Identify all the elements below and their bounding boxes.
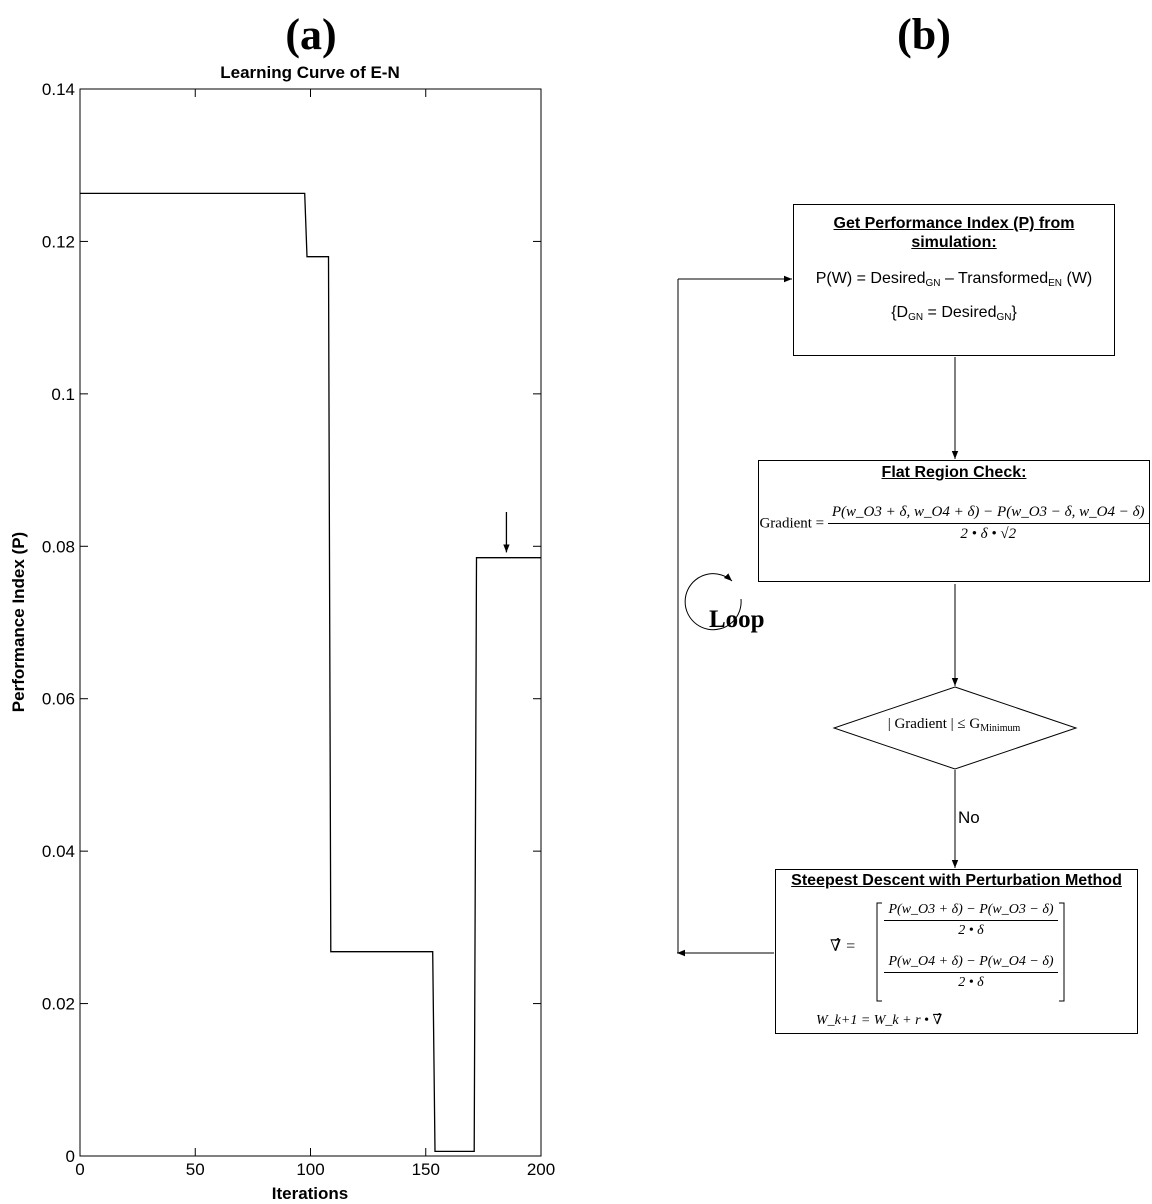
decision-diamond (832, 686, 1078, 770)
step-flat-region-check-title: Flat Region Check: (881, 464, 1027, 481)
x-axis: 0 50 100 150 200 (75, 89, 555, 1179)
performance-index-equation: P(W) = DesiredGN – TransformedEN (W) (794, 269, 1114, 289)
y-axis-label: Performance Index (P) (9, 532, 28, 712)
plot-area-frame (79, 88, 542, 1157)
x-tick-label: 200 (527, 1160, 555, 1179)
panel-label-a: (a) (285, 10, 336, 59)
decision-no-label: No (958, 808, 980, 827)
y-tick-label: 0.04 (42, 842, 75, 861)
gradient-numerator: P(w_O3 + δ, w_O4 + δ) − P(w_O3 − δ, w_O4… (827, 504, 1149, 524)
matrix-row-2: P(w_O4 + δ) − P(w_O4 − δ) 2 • δ (882, 954, 1060, 991)
y-tick-label: 0.08 (42, 537, 75, 556)
eq-subscript-en: EN (1048, 278, 1063, 289)
row1-numerator: P(w_O3 + δ) − P(w_O3 − δ) (884, 902, 1058, 921)
def-text: {D (891, 304, 909, 321)
decision-gradient-min: | Gradient | ≤ GMinimum (834, 716, 1074, 734)
matrix-row-1: P(w_O3 + δ) − P(w_O3 − δ) 2 • δ (882, 902, 1060, 939)
step-get-performance-index-title: Get Performance Index (P) from simulatio… (833, 215, 1075, 251)
eq-text: P(W) = Desired (815, 270, 926, 287)
gradient-lhs: Gradient = (759, 515, 828, 532)
y-tick-label: 0 (66, 1147, 75, 1166)
def-text: } (1011, 304, 1017, 321)
nabla-lhs: ∇̂ = (830, 938, 856, 955)
step-flat-region-check: Flat Region Check: Gradient = P(w_O3 + δ… (758, 460, 1150, 582)
def-text: = Desired (923, 304, 997, 321)
loop-circular-arrow-icon (684, 573, 742, 631)
matrix-brackets (876, 902, 1065, 1002)
x-tick-label: 100 (296, 1160, 324, 1179)
learning-curve-chart: Learning Curve of E-N 00.020.040.060.080… (9, 63, 555, 1203)
decision-text: | Gradient | ≤ G (887, 716, 981, 732)
x-axis-label: Iterations (272, 1184, 349, 1203)
panel-label-b: (b) (897, 10, 951, 59)
flowchart-connectors (677, 275, 1078, 957)
decision-subscript: Minimum (980, 723, 1021, 734)
loop-label: Loop (709, 606, 765, 633)
eq-text: (W) (1062, 270, 1093, 287)
def-subscript-gn: GN (908, 312, 924, 323)
weight-update-rule: W_k+1 = W_k + r • ∇̂ (816, 1013, 943, 1028)
gradient-formula: Gradient = P(w_O3 + δ, w_O4 + δ) − P(w_O… (759, 504, 1149, 543)
x-tick-label: 50 (186, 1160, 205, 1179)
step-get-performance-index: Get Performance Index (P) from simulatio… (793, 204, 1115, 356)
series-line-performance (80, 192, 541, 1153)
y-tick-label: 0.06 (42, 690, 75, 709)
row2-numerator: P(w_O4 + δ) − P(w_O4 − δ) (884, 954, 1058, 973)
x-tick-label: 0 (75, 1160, 84, 1179)
y-tick-label: 0.12 (42, 232, 75, 251)
step-steepest-descent: Steepest Descent with Perturbation Metho… (775, 869, 1138, 1034)
step-steepest-descent-title: Steepest Descent with Perturbation Metho… (791, 872, 1122, 889)
y-axis: 0 0.02 0.04 0.06 0.08 0.1 0.12 0.14 (42, 80, 541, 1166)
y-tick-label: 0.14 (42, 80, 75, 99)
y-tick-label: 0.1 (51, 385, 75, 404)
row1-denominator: 2 • δ (958, 923, 984, 938)
def-subscript-gn: GN (996, 312, 1012, 323)
row2-denominator: 2 • δ (958, 975, 984, 990)
gradient-denominator: 2 • δ • √2 (960, 526, 1017, 542)
chart-title: Learning Curve of E-N (220, 63, 399, 82)
eq-subscript-gn: GN (925, 278, 941, 289)
eq-text: – Transformed (940, 270, 1049, 287)
desired-definition: {DGN = DesiredGN} (794, 303, 1114, 323)
x-tick-label: 150 (412, 1160, 440, 1179)
y-tick-label: 0.02 (42, 995, 75, 1014)
